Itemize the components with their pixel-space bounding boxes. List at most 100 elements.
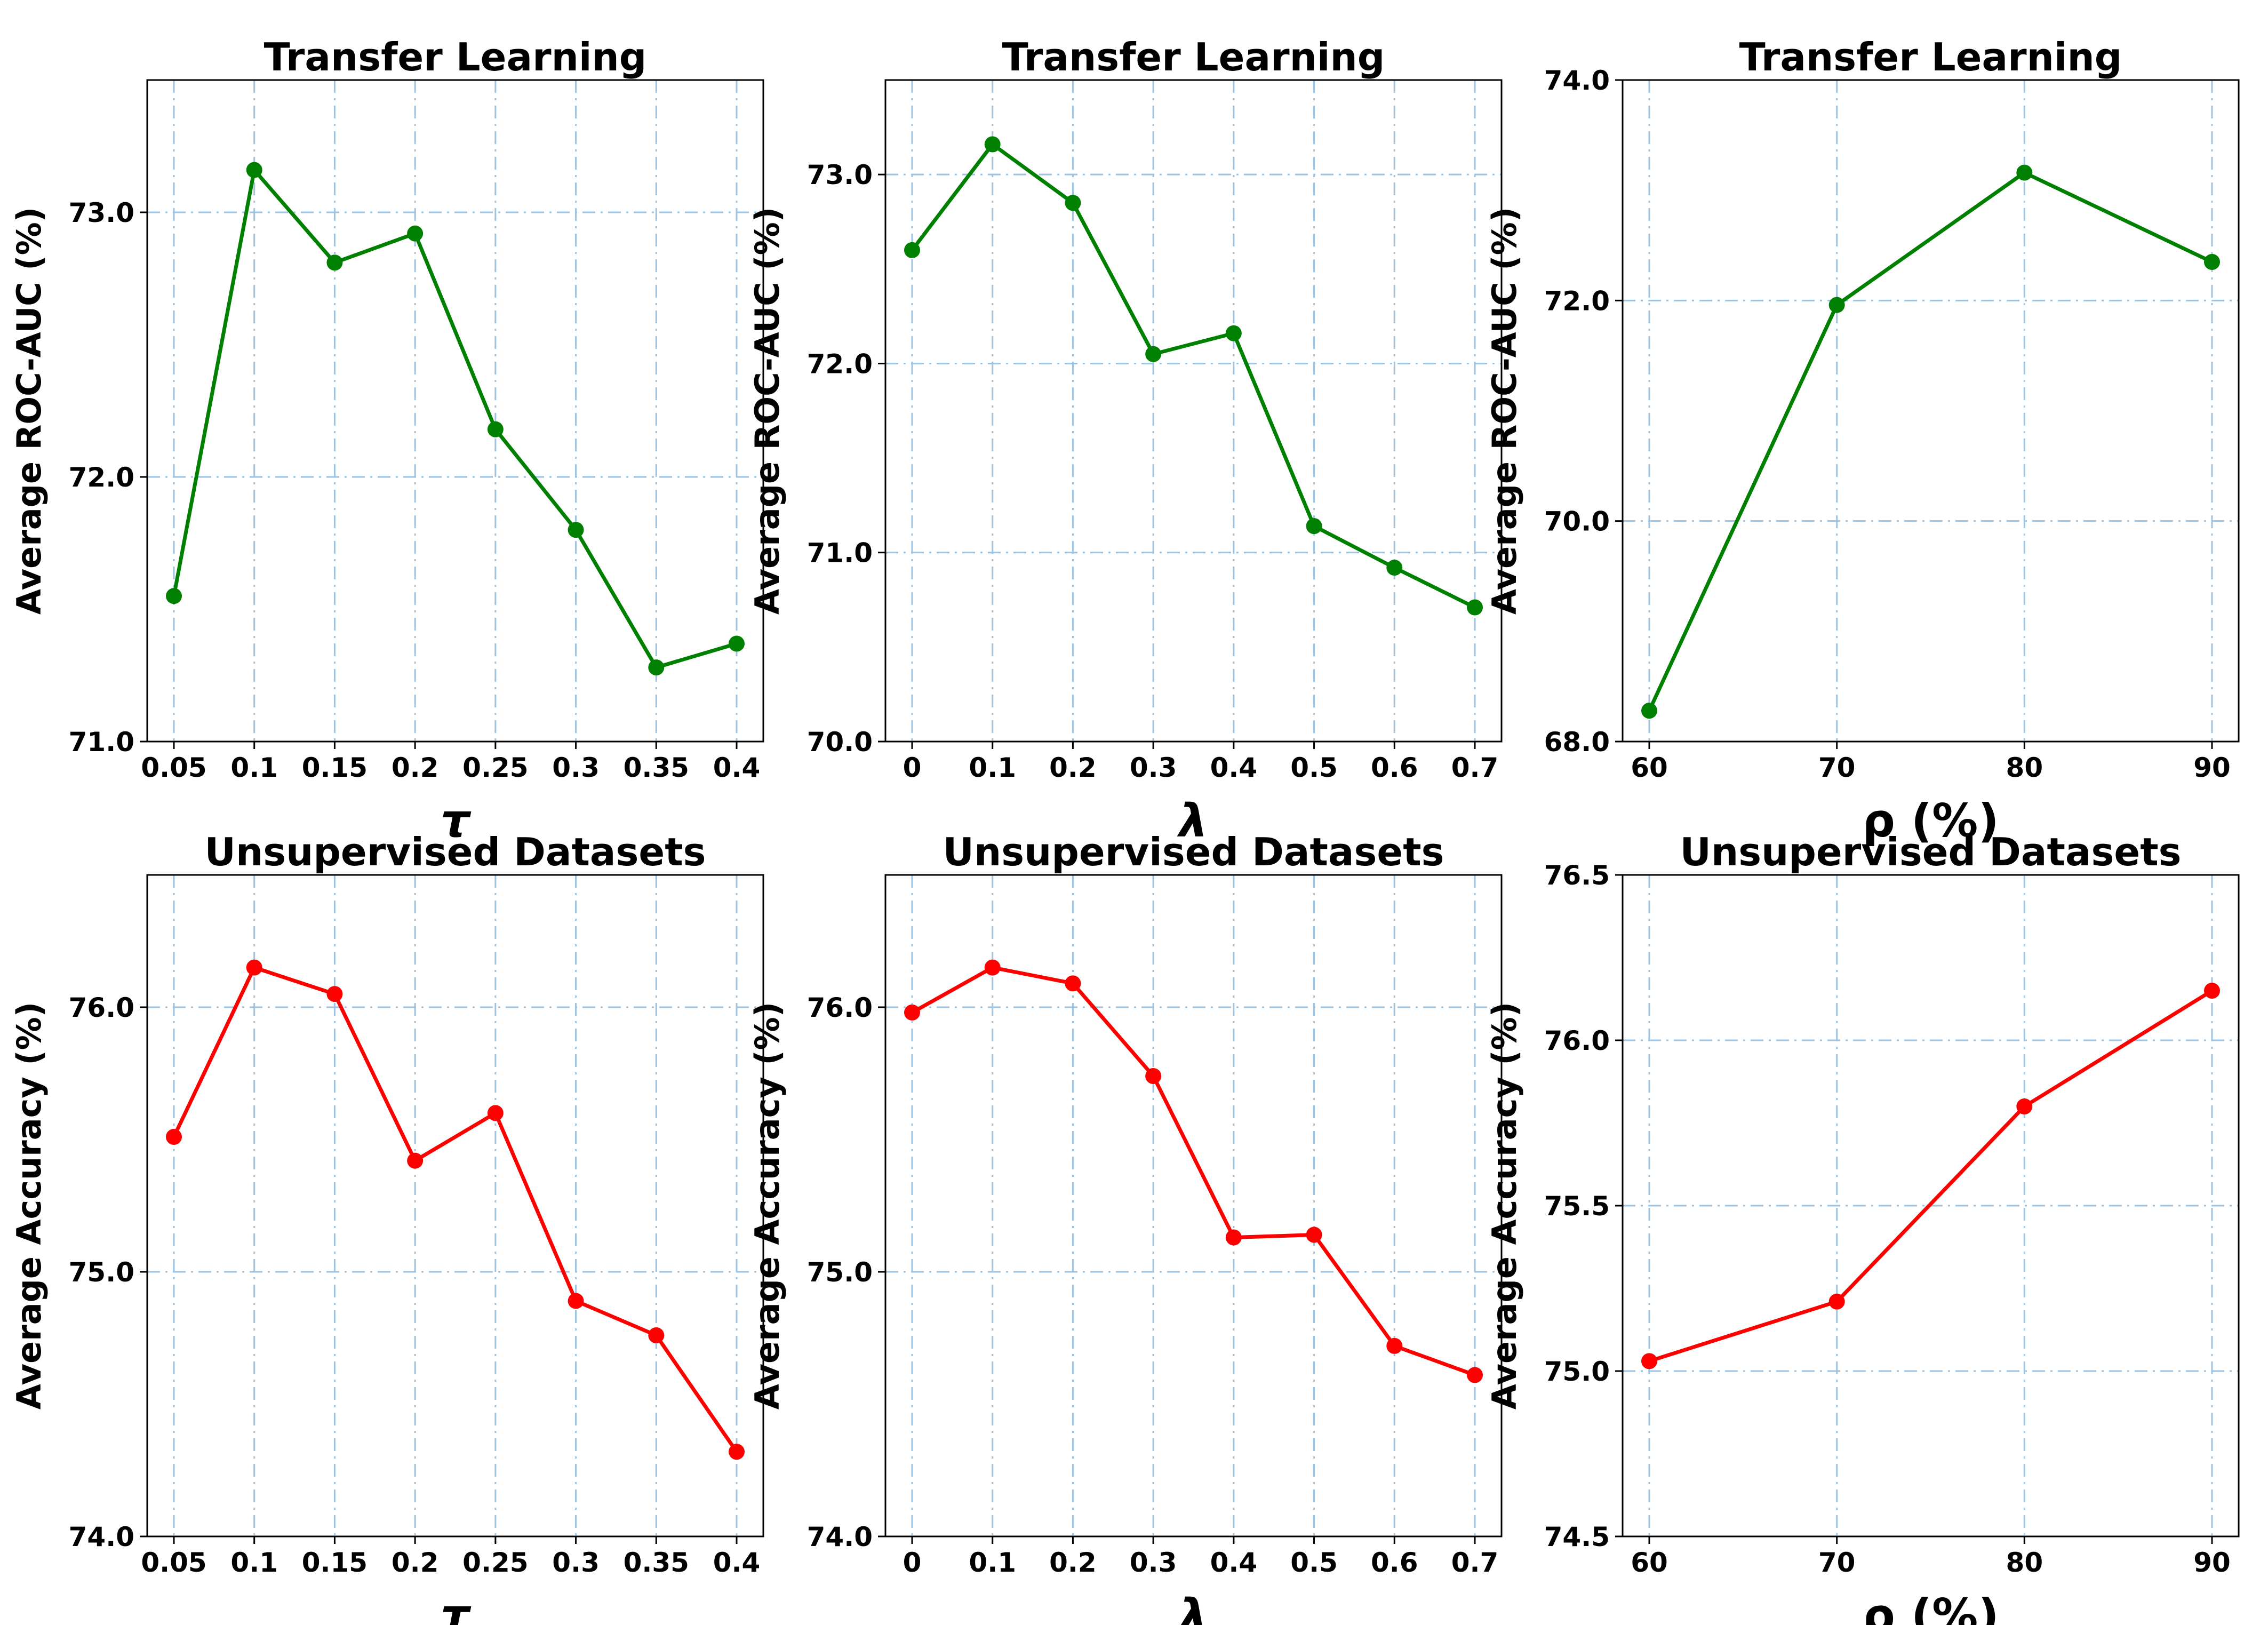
y-axis-label: Average Accuracy (%): [748, 1002, 787, 1409]
data-point: [407, 1152, 424, 1169]
data-point: [2016, 1098, 2033, 1114]
data-point: [326, 986, 343, 1002]
x-tick-label: 0.1: [230, 1547, 278, 1578]
series-line: [1648, 989, 2213, 1363]
x-tick-label: 60: [1631, 752, 1668, 783]
data-point: [1065, 975, 1081, 992]
x-tick-label: 0.25: [462, 752, 528, 783]
y-tick-label: 75.0: [69, 1257, 134, 1288]
data-point: [1828, 297, 1845, 313]
y-tick-label: 72.0: [807, 348, 873, 379]
y-tick-label: 70.0: [1544, 506, 1610, 537]
y-tick-label: 71.0: [807, 538, 873, 569]
y-axis-label: Average Accuracy (%): [10, 1002, 49, 1409]
data-point: [2204, 254, 2220, 270]
x-axis-label: ρ (%): [1862, 794, 1999, 848]
chart-panel-2: 0 0.1 0.2 0.3 0.4 0.5 0.6 0.7 70.0 71.0 72.0 73.0 Tr…: [748, 35, 1503, 848]
x-tick-label: 0.2: [1049, 1547, 1097, 1578]
data-point: [2016, 164, 2033, 181]
y-tick-label: 76.5: [1544, 860, 1610, 891]
y-axis-label: Average ROC-AUC (%): [1485, 207, 1524, 615]
y-axis-label: Average ROC-AUC (%): [748, 207, 787, 615]
chart-panel-4: 0.05 0.1 0.15 0.2 0.25 0.3 0.35 0.4 74.0 75.0 76.0…: [10, 830, 764, 1625]
x-tick-label: 0.6: [1371, 1547, 1418, 1578]
chart-panel-3: 60 70 80 90 68.0 70.0 72.0 74.0 Transfer Learnin…: [1485, 35, 2240, 848]
x-tick-label: 0.6: [1371, 752, 1418, 783]
x-axis-label: τ: [441, 1589, 472, 1625]
data-point: [984, 959, 1001, 976]
chart-title: Transfer Learning: [1739, 35, 2122, 79]
axes-frame: [1622, 79, 2240, 743]
x-tick-label: 0.7: [1451, 1547, 1499, 1578]
x-tick-label: 60: [1631, 1547, 1668, 1578]
x-tick-label: 0.05: [141, 752, 206, 783]
x-tick-label: 0.4: [713, 752, 761, 783]
data-point: [1641, 703, 1657, 719]
chart-panel-1: 0.05 0.1 0.15 0.2 0.25 0.3 0.35 0.4 71.0 72.0 73.0…: [10, 35, 764, 848]
axes-frame: [146, 874, 764, 1538]
data-point: [487, 1105, 504, 1121]
chart-panel-6: 60 70 80 90 74.5 75.0 75.5 76.0 76.5 Unsupervised…: [1485, 830, 2240, 1625]
x-tick-label: 0.5: [1290, 752, 1338, 783]
x-tick-label: 70: [1818, 1547, 1856, 1578]
data-point: [1145, 1068, 1162, 1084]
x-tick-label: 0.15: [302, 1547, 368, 1578]
axes-frame: [146, 79, 764, 743]
y-tick-label: 75.5: [1544, 1191, 1610, 1222]
chart-title: Unsupervised Datasets: [1680, 830, 2182, 874]
y-tick-label: 70.0: [807, 727, 873, 758]
data-point: [246, 959, 262, 976]
chart-panel-5: 0 0.1 0.2 0.3 0.4 0.5 0.6 0.7 74.0 75.0 76.0 Unsupe…: [748, 830, 1503, 1625]
series-line: [172, 965, 738, 1453]
data-point: [246, 162, 262, 178]
x-tick-label: 0.2: [1049, 752, 1097, 783]
data-point: [648, 659, 665, 676]
x-tick-label: 0.15: [302, 752, 368, 783]
data-point: [984, 136, 1001, 153]
y-axis-label: Average ROC-AUC (%): [10, 207, 49, 615]
x-tick-label: 0.4: [1210, 1547, 1258, 1578]
y-tick-label: 74.0: [69, 1522, 134, 1552]
chart-title: Transfer Learning: [264, 35, 647, 79]
data-point: [1828, 1293, 1845, 1310]
y-tick-label: 74.0: [1544, 65, 1610, 96]
x-tick-label: 0.35: [624, 1547, 689, 1578]
x-tick-label: 0.1: [230, 752, 278, 783]
y-tick-label: 73.0: [807, 160, 873, 190]
data-point: [1306, 518, 1322, 535]
data-point: [904, 1004, 920, 1021]
x-tick-label: 0.4: [713, 1547, 761, 1578]
data-point: [1065, 195, 1081, 211]
x-tick-label: 0.3: [1130, 1547, 1177, 1578]
x-tick-label: 0.2: [392, 752, 439, 783]
data-point: [1641, 1353, 1657, 1369]
x-tick-label: 90: [2193, 1547, 2231, 1578]
data-point: [648, 1327, 665, 1344]
data-point: [904, 242, 920, 258]
y-tick-label: 76.0: [69, 992, 134, 1023]
data-point: [1467, 1367, 1483, 1383]
data-point: [568, 1293, 584, 1309]
data-point: [1306, 1226, 1322, 1243]
data-point: [407, 225, 424, 242]
data-point: [1225, 325, 1242, 341]
data-point: [166, 588, 182, 604]
axes-frame: [884, 79, 1503, 743]
y-tick-label: 72.0: [1544, 285, 1610, 316]
data-point: [326, 254, 343, 271]
y-axis-label: Average Accuracy (%): [1485, 1002, 1524, 1409]
x-tick-label: 70: [1818, 752, 1856, 783]
x-tick-label: 0.25: [462, 1547, 528, 1578]
data-point: [729, 1444, 745, 1460]
data-point: [1386, 560, 1403, 576]
x-tick-label: 80: [2006, 1547, 2043, 1578]
x-tick-label: 0.3: [1130, 752, 1177, 783]
x-tick-label: 0.2: [392, 1547, 439, 1578]
x-tick-label: 0.35: [624, 752, 689, 783]
x-tick-label: 0.4: [1210, 752, 1258, 783]
data-point: [568, 522, 584, 538]
x-tick-label: 80: [2006, 752, 2043, 783]
x-tick-label: 0.1: [969, 1547, 1016, 1578]
y-tick-label: 75.0: [807, 1257, 873, 1288]
